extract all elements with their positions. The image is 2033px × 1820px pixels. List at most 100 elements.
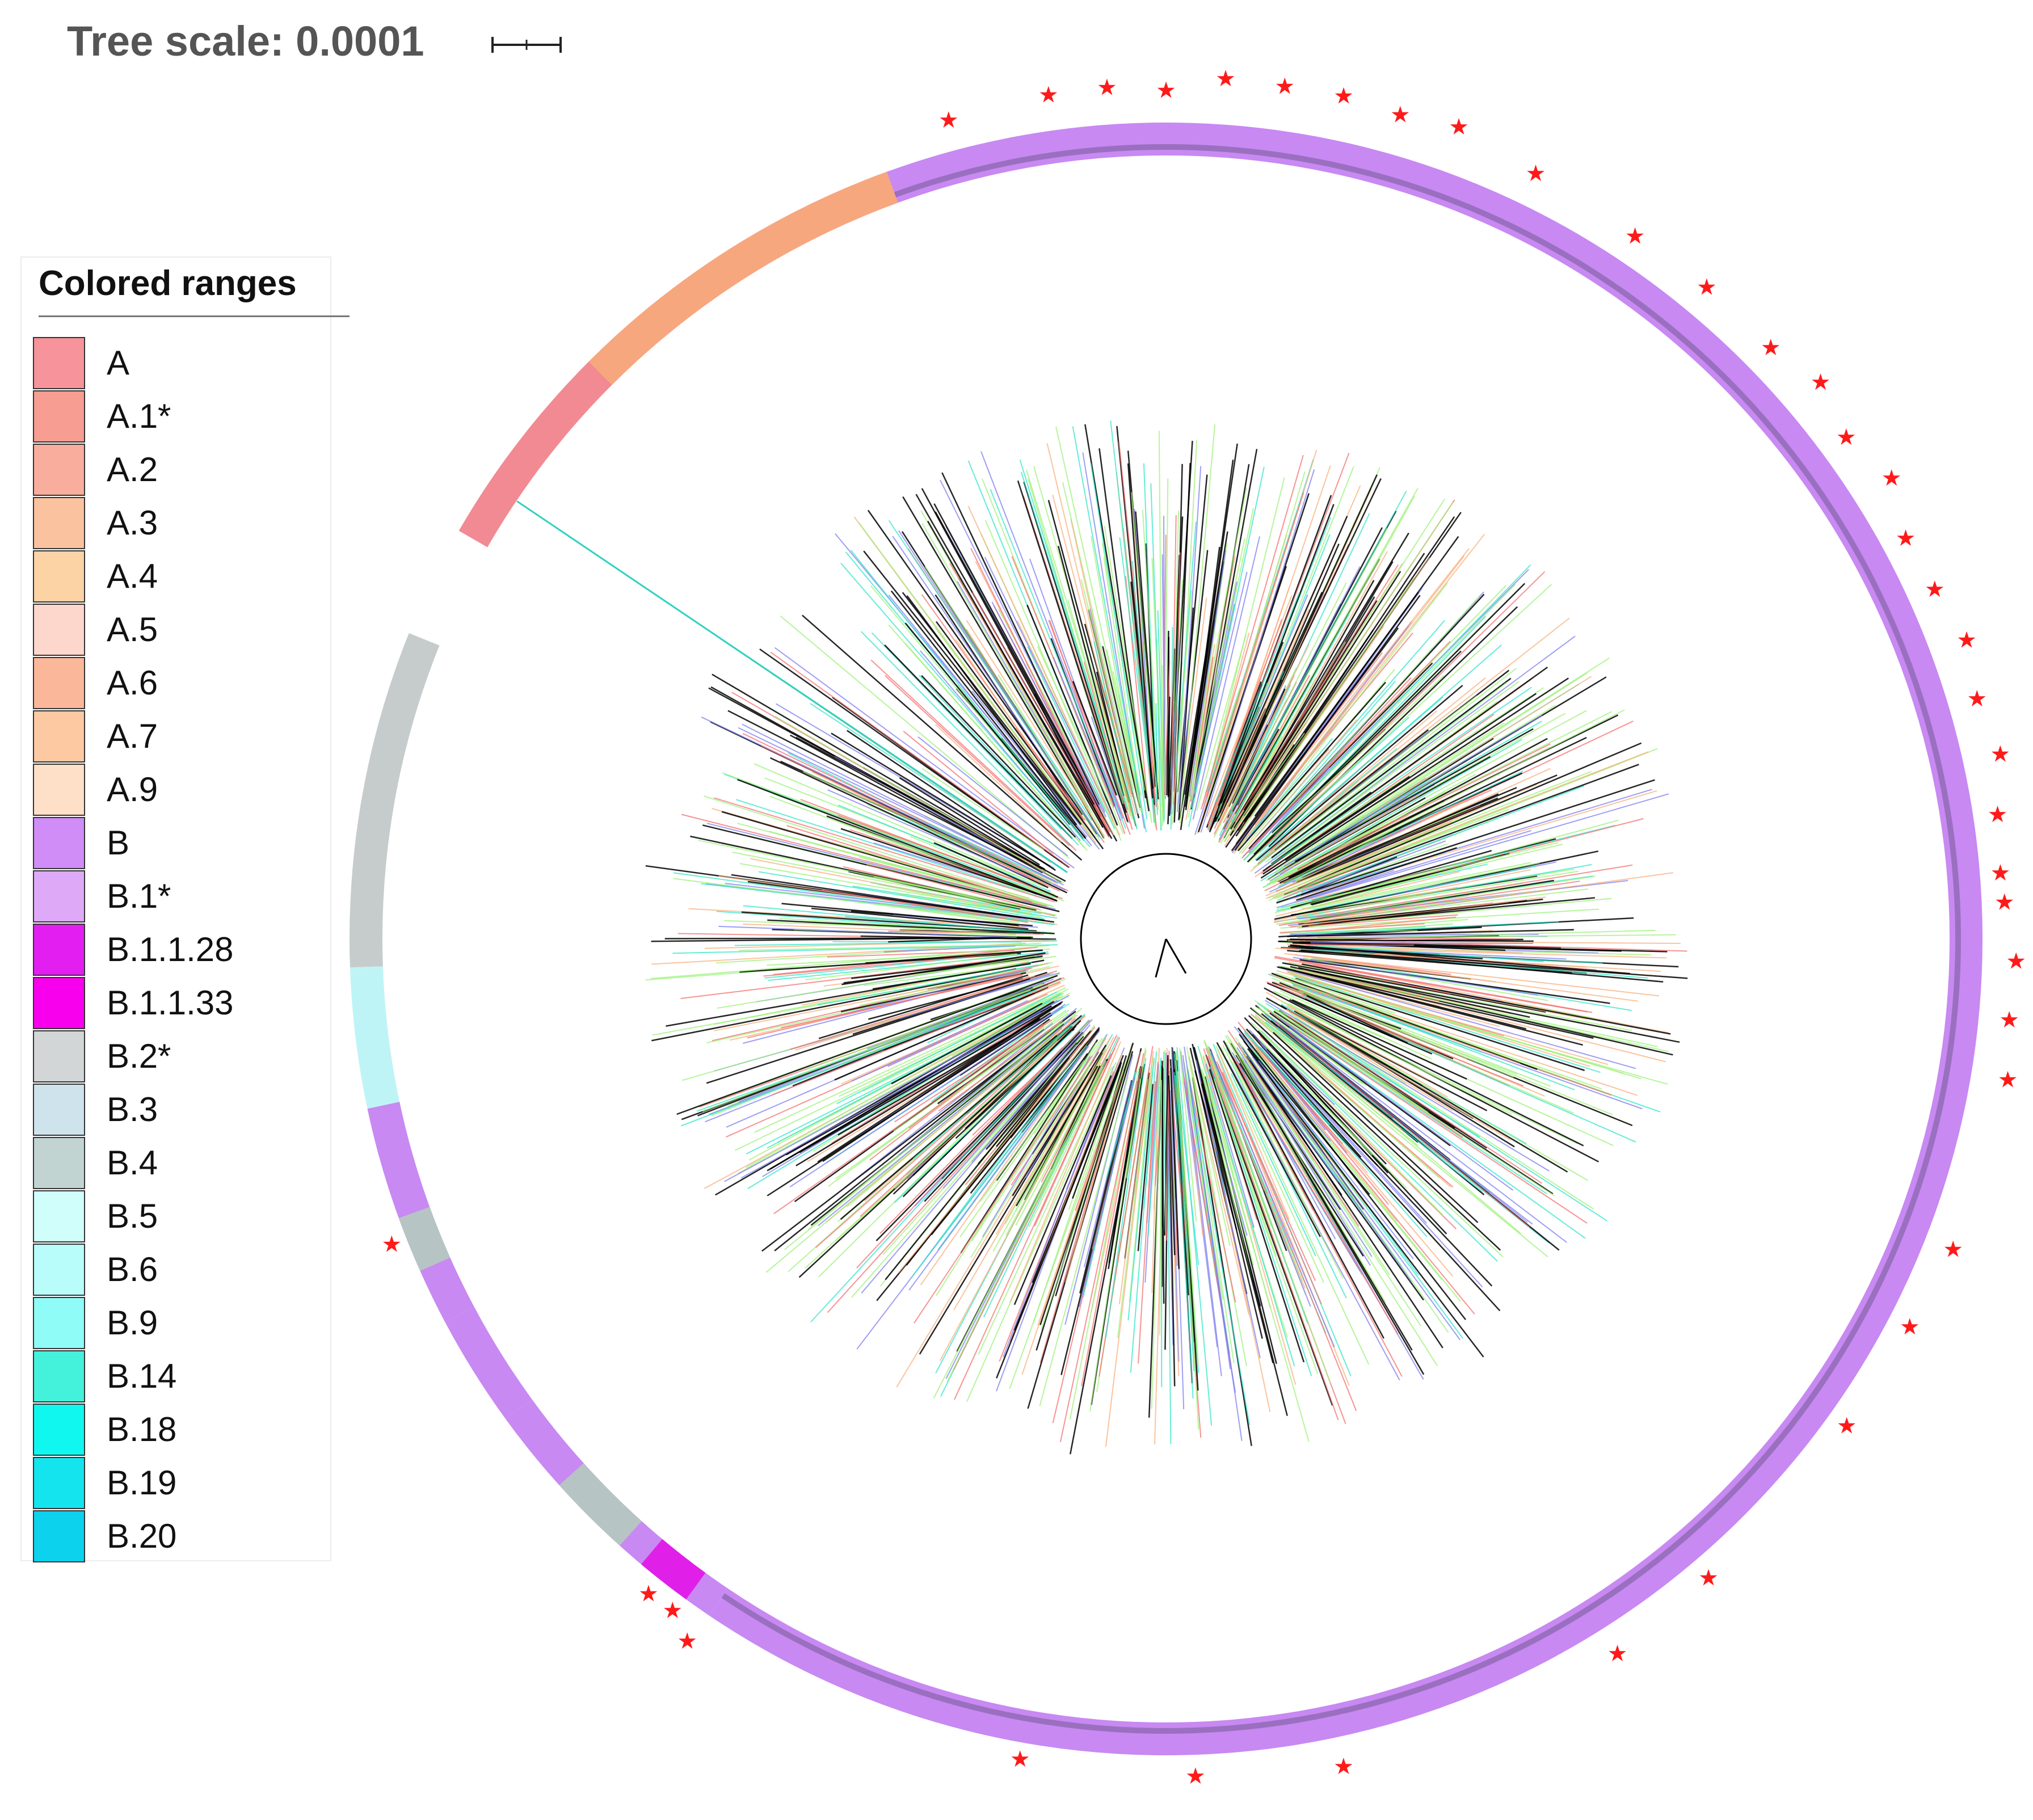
tree-branch (774, 1029, 1052, 1252)
tree-branch (765, 1021, 1066, 1273)
tree-branch (1272, 1031, 1479, 1223)
tree-branch (781, 975, 1023, 1029)
tree-branch (775, 715, 1064, 884)
tree-branch (894, 1044, 1056, 1189)
tree-branch (1257, 582, 1448, 828)
tree-branch (1142, 509, 1163, 831)
tree-branch (1255, 1016, 1548, 1258)
tree-branch (836, 991, 1058, 1105)
tree-branch (1276, 871, 1460, 917)
tree-branch (1217, 1064, 1357, 1411)
tree-branch (860, 631, 1074, 848)
tree-branch (1279, 978, 1392, 1014)
tree-branch (1307, 793, 1669, 900)
tree-branch (1277, 966, 1594, 1039)
tree-branch (1020, 471, 1129, 810)
tree-branch (858, 523, 1093, 839)
tree-branch (1245, 1028, 1362, 1158)
outgroup-branch (516, 500, 1068, 873)
legend-item: B.18 (33, 1404, 317, 1457)
tree-branch (1084, 424, 1150, 812)
tree-branch (898, 530, 1100, 837)
tree-branch (996, 1069, 1119, 1379)
tree-root-branch (1155, 938, 1187, 978)
tree-branch (821, 889, 1028, 923)
tree-branch (1287, 971, 1590, 1067)
ring-segment-b4 (559, 1463, 642, 1546)
tree-branch (1104, 525, 1152, 823)
tree-branch (672, 944, 1058, 954)
tree-branch (1268, 818, 1460, 899)
ring-segment-b2 (350, 633, 440, 968)
tree-branch (767, 919, 1055, 934)
ring-segment-a-tip (458, 459, 532, 547)
legend-label: B (107, 824, 130, 862)
tree-branch (1227, 1030, 1359, 1227)
tree-branch (773, 1023, 1043, 1215)
tree-branch (927, 520, 1104, 828)
tree-branch (1192, 1077, 1252, 1446)
star-marker: ★ (1449, 114, 1469, 140)
tree-branch (912, 1023, 1073, 1160)
tree-branch (851, 1000, 1029, 1082)
tree-branch (651, 937, 1033, 942)
tree-branch (926, 822, 1058, 883)
star-marker: ★ (1988, 802, 2008, 828)
tree-branch (914, 909, 1017, 925)
star-marker: ★ (1998, 1067, 2018, 1093)
tree-branch (739, 944, 1023, 951)
tree-branch (676, 975, 1058, 1115)
tree-branch (736, 799, 1050, 901)
tree-branch (1283, 715, 1543, 867)
tree-branch (795, 1017, 1041, 1166)
legend-swatch (33, 1137, 85, 1189)
tree-branch (1270, 686, 1532, 866)
tree-branch (970, 1060, 1093, 1258)
tree-branch (1217, 1048, 1290, 1220)
tree-branch (967, 505, 1121, 836)
tree-branch (971, 1044, 1077, 1162)
ring-segment-b-left (445, 1307, 532, 1419)
tree-branch (1290, 981, 1575, 1090)
tree-branch (1275, 748, 1658, 899)
tree-branch (1279, 990, 1432, 1060)
tree-branch (1230, 582, 1347, 810)
tree-branch (1259, 717, 1409, 853)
tree-branch (784, 1023, 1061, 1250)
tree-branch (1293, 957, 1538, 996)
legend-label: A.4 (107, 557, 158, 595)
star-marker: ★ (1811, 369, 1831, 395)
tree-branch (1176, 440, 1198, 810)
tree-branch (1215, 1045, 1324, 1283)
tree-branch (1251, 1008, 1522, 1235)
tree-branch (799, 1001, 1063, 1153)
tree-branch (1176, 1047, 1213, 1426)
tree-branch (774, 647, 1075, 869)
tree-branch (1286, 1008, 1511, 1141)
tree-branch (1178, 607, 1194, 820)
legend-item: B.20 (33, 1510, 317, 1564)
tree-branch (1265, 992, 1448, 1098)
star-marker: ★ (1156, 78, 1176, 104)
tree-branch (1089, 1078, 1141, 1412)
tree-branch (1305, 940, 1534, 942)
tree-branch (1274, 974, 1638, 1096)
tree-branch (747, 1000, 1060, 1190)
tree-branch (1072, 426, 1147, 833)
tree-branch (1207, 459, 1314, 793)
star-marker: ★ (1697, 274, 1717, 300)
tree-branch (1231, 613, 1350, 823)
tree-branch (851, 956, 1035, 979)
tree-branch (893, 1009, 1067, 1132)
tree-branch (1261, 1030, 1498, 1262)
tree-branch (1213, 1043, 1352, 1376)
tree-branch (698, 840, 1042, 911)
tree-branch (805, 984, 1042, 1071)
tree-branch (1147, 1058, 1162, 1236)
tree-branch (1274, 819, 1619, 913)
tree-branch (1222, 592, 1323, 803)
tree-branch (1164, 660, 1171, 795)
legend-swatch (33, 710, 85, 762)
tree-branch (914, 1055, 1093, 1324)
